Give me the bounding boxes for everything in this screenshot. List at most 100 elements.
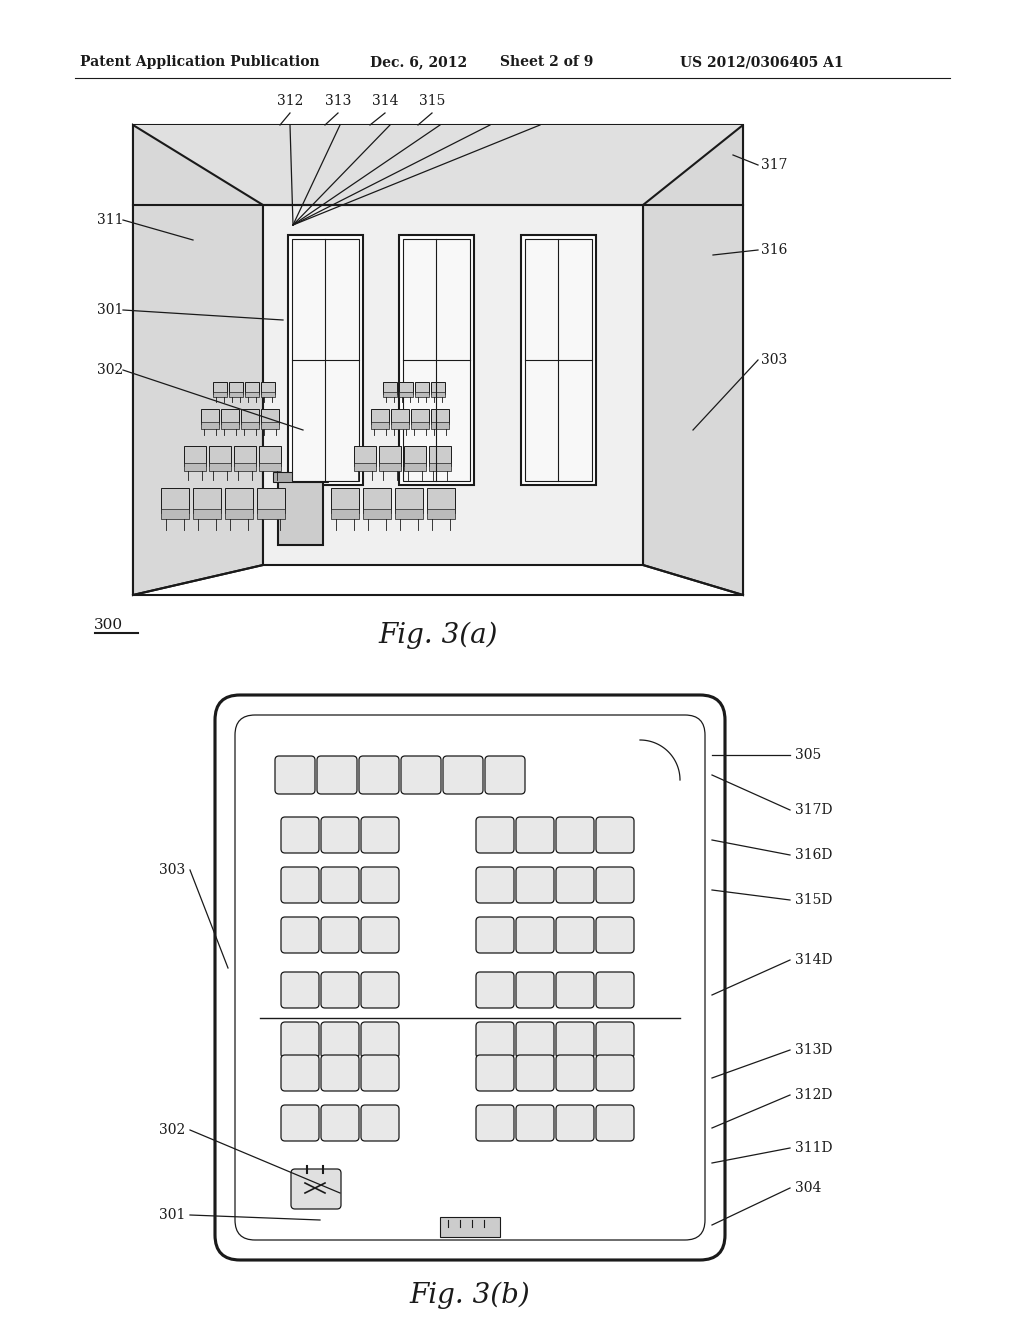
FancyBboxPatch shape — [281, 1055, 319, 1092]
Bar — [234, 463, 256, 471]
Bar — [399, 235, 474, 484]
Text: 312: 312 — [276, 94, 303, 108]
Text: 317: 317 — [761, 158, 787, 172]
FancyBboxPatch shape — [596, 817, 634, 853]
Text: 314: 314 — [372, 94, 398, 108]
FancyBboxPatch shape — [596, 972, 634, 1008]
Text: 313D: 313D — [795, 1043, 833, 1057]
Bar — [133, 125, 743, 205]
Bar — [354, 446, 376, 466]
Bar — [229, 392, 243, 397]
Bar — [245, 381, 259, 393]
Bar — [391, 422, 409, 429]
Bar — [261, 422, 279, 429]
FancyBboxPatch shape — [556, 972, 594, 1008]
Text: US 2012/0306405 A1: US 2012/0306405 A1 — [680, 55, 844, 69]
Text: 312D: 312D — [795, 1088, 833, 1102]
Bar — [184, 463, 206, 471]
FancyBboxPatch shape — [215, 696, 725, 1261]
Bar — [427, 508, 455, 519]
Bar — [404, 446, 426, 466]
Bar — [261, 381, 275, 393]
Bar — [383, 381, 397, 393]
Bar — [391, 409, 409, 425]
FancyBboxPatch shape — [476, 1055, 514, 1092]
Bar — [331, 508, 359, 519]
FancyBboxPatch shape — [361, 1055, 399, 1092]
FancyBboxPatch shape — [321, 867, 359, 903]
Text: 300: 300 — [94, 618, 123, 632]
FancyBboxPatch shape — [556, 917, 594, 953]
FancyBboxPatch shape — [317, 756, 357, 795]
FancyBboxPatch shape — [361, 972, 399, 1008]
Bar — [431, 422, 449, 429]
Bar — [383, 392, 397, 397]
Bar — [261, 409, 279, 425]
FancyBboxPatch shape — [321, 917, 359, 953]
Bar — [261, 392, 275, 397]
FancyBboxPatch shape — [281, 867, 319, 903]
Bar — [415, 381, 429, 393]
Bar — [404, 463, 426, 471]
FancyBboxPatch shape — [516, 867, 554, 903]
FancyBboxPatch shape — [321, 1055, 359, 1092]
Bar — [201, 422, 219, 429]
Bar — [221, 422, 239, 429]
FancyBboxPatch shape — [556, 1055, 594, 1092]
Bar — [161, 488, 189, 512]
FancyBboxPatch shape — [596, 1105, 634, 1140]
FancyBboxPatch shape — [516, 972, 554, 1008]
FancyBboxPatch shape — [476, 972, 514, 1008]
FancyBboxPatch shape — [516, 917, 554, 953]
FancyBboxPatch shape — [361, 817, 399, 853]
FancyBboxPatch shape — [485, 756, 525, 795]
Text: 317D: 317D — [795, 803, 833, 817]
FancyBboxPatch shape — [516, 1105, 554, 1140]
Polygon shape — [643, 125, 743, 595]
FancyBboxPatch shape — [361, 1022, 399, 1059]
Text: 302: 302 — [96, 363, 123, 378]
Bar — [415, 392, 429, 397]
Bar — [525, 239, 592, 480]
Bar — [431, 381, 445, 393]
Bar — [193, 488, 221, 512]
FancyBboxPatch shape — [516, 1022, 554, 1059]
Bar — [133, 125, 743, 595]
FancyBboxPatch shape — [476, 1022, 514, 1059]
FancyBboxPatch shape — [476, 817, 514, 853]
Bar — [234, 446, 256, 466]
Bar — [440, 1217, 500, 1237]
Text: Sheet 2 of 9: Sheet 2 of 9 — [500, 55, 593, 69]
FancyBboxPatch shape — [476, 1105, 514, 1140]
Text: 313: 313 — [325, 94, 351, 108]
FancyBboxPatch shape — [556, 1105, 594, 1140]
Polygon shape — [133, 125, 263, 595]
Bar — [221, 409, 239, 425]
Bar — [429, 446, 451, 466]
FancyBboxPatch shape — [596, 917, 634, 953]
Bar — [278, 480, 323, 545]
FancyBboxPatch shape — [291, 1170, 341, 1209]
FancyBboxPatch shape — [556, 867, 594, 903]
Bar — [263, 205, 643, 565]
Bar — [209, 446, 231, 466]
Text: 315D: 315D — [795, 894, 833, 907]
Bar — [241, 422, 259, 429]
FancyBboxPatch shape — [361, 917, 399, 953]
FancyBboxPatch shape — [359, 756, 399, 795]
Bar — [161, 508, 189, 519]
FancyBboxPatch shape — [596, 867, 634, 903]
Bar — [259, 446, 281, 466]
FancyBboxPatch shape — [281, 972, 319, 1008]
FancyBboxPatch shape — [596, 1022, 634, 1059]
Text: 315: 315 — [419, 94, 445, 108]
FancyBboxPatch shape — [321, 1022, 359, 1059]
Bar — [184, 446, 206, 466]
Text: 305: 305 — [795, 748, 821, 762]
Bar — [225, 508, 253, 519]
Text: 303: 303 — [761, 352, 787, 367]
FancyBboxPatch shape — [516, 817, 554, 853]
Bar — [395, 508, 423, 519]
Bar — [201, 409, 219, 425]
Bar — [193, 508, 221, 519]
